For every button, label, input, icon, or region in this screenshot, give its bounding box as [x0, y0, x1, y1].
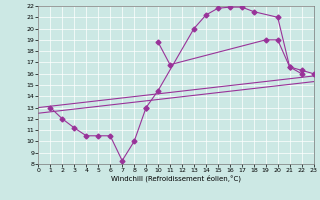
X-axis label: Windchill (Refroidissement éolien,°C): Windchill (Refroidissement éolien,°C): [111, 175, 241, 182]
